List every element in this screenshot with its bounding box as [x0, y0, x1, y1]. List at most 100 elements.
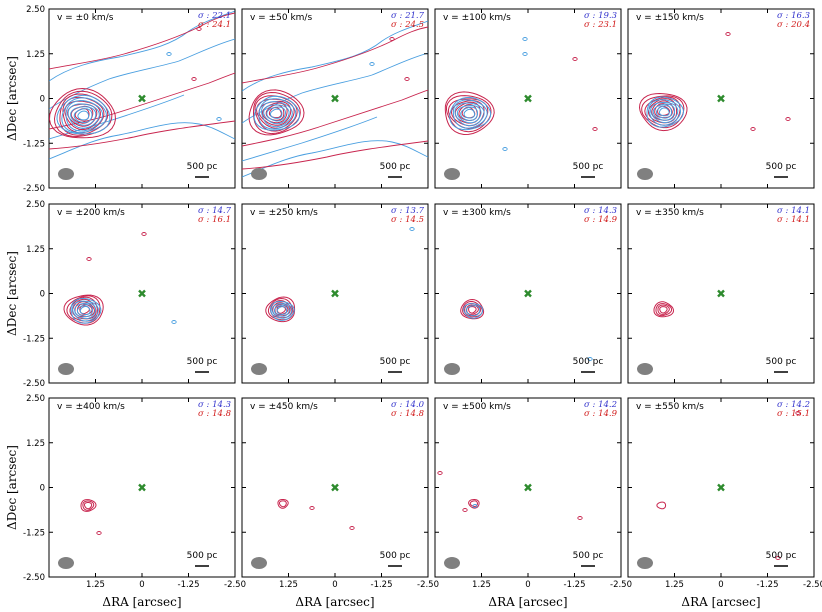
noise-contour: [592, 127, 598, 131]
scalebar-label: 500 pc: [380, 551, 411, 561]
blue-contour: [56, 94, 111, 135]
x-tick-label: 0: [525, 580, 530, 590]
contours: [49, 10, 235, 160]
contours: [265, 227, 415, 323]
red-diffuse-contour: [49, 72, 235, 130]
noise-contour: [96, 531, 102, 535]
red-diffuse-contour: [242, 140, 428, 170]
panel-5: 500 pc v = ±200 km/s σ : 14.7σ : 16.1 2.50 1…: [23, 200, 236, 389]
panel-1: 500 pc v = ±0 km/s σ : 22.1σ : 24.1 2.50 1.2…: [23, 5, 236, 194]
beam-ellipse: [58, 363, 74, 375]
beam-ellipse: [58, 168, 74, 180]
noise-contour: [522, 37, 528, 41]
x-tick-label: 1.25: [665, 580, 684, 590]
y-tick-label: -1.25: [23, 528, 45, 538]
noise-contour: [750, 127, 756, 131]
y-tick-label: 0: [40, 290, 45, 300]
contours: [63, 232, 177, 326]
blue-contour: [648, 99, 682, 126]
noise-contour: [775, 556, 781, 560]
blue-contour: [460, 106, 478, 121]
x-tick-label: -2.50: [417, 580, 439, 590]
beam-ellipse: [637, 557, 653, 569]
panel-title: v = ±450 km/s: [250, 402, 318, 412]
panel-8: 500 pc v = ±350 km/s σ : 14.1σ : 14.1: [627, 203, 815, 384]
beam-ellipse: [251, 557, 267, 569]
panel-10: 500 pc v = ±450 km/s σ : 14.0σ : 14.8 1.25 0…: [241, 397, 439, 590]
scalebar-label: 500 pc: [187, 551, 218, 561]
blue-diffuse-contour: [49, 10, 235, 82]
red-contour: [659, 306, 668, 314]
sigma-red-label: σ : 24.5: [391, 20, 424, 30]
x-tick-label: 0: [332, 580, 337, 590]
scalebar-label: 500 pc: [766, 551, 797, 561]
x-axis-label: ΔRA [arcsec]: [488, 595, 567, 609]
blue-contour: [646, 96, 685, 128]
y-tick-label: 0: [40, 484, 45, 494]
blue-contour: [70, 106, 97, 126]
blue-contour: [65, 99, 104, 132]
red-contour: [641, 95, 685, 129]
x-tick-label: -1.25: [371, 580, 393, 590]
y-tick-label: -2.50: [23, 573, 45, 583]
center-marker: [717, 94, 725, 103]
panel-2: 500 pc v = ±50 km/s σ : 21.7σ : 24.5: [241, 8, 429, 189]
noise-contour: [196, 27, 202, 31]
blue-contour: [70, 297, 102, 324]
x-tick-label: -2.50: [803, 580, 822, 590]
y-tick-label: 2.50: [26, 200, 45, 210]
blue-contour: [452, 99, 488, 129]
panel-title: v = ±200 km/s: [57, 208, 125, 218]
panel-12: 500 pc v = ±550 km/s σ : 14.2σ : 15.1 1.25 0…: [627, 397, 822, 590]
red-contour: [460, 298, 485, 320]
sigma-blue-label: σ : 16.3: [777, 11, 810, 21]
beam-ellipse: [444, 168, 460, 180]
red-contour: [277, 499, 289, 509]
beam-ellipse: [444, 363, 460, 375]
red-contour: [644, 96, 681, 126]
red-diffuse-contour: [49, 12, 235, 70]
y-tick-label: -2.50: [23, 379, 45, 389]
red-contour: [656, 501, 667, 510]
y-tick-label: 0: [40, 95, 45, 105]
red-contour: [657, 304, 670, 315]
red-contour: [265, 104, 285, 121]
y-axis-label: ΔDec [arcsec]: [5, 56, 19, 141]
panel-title: v = ±500 km/s: [443, 402, 511, 412]
red-contour: [252, 91, 301, 135]
y-axis-label: ΔDec [arcsec]: [5, 445, 19, 530]
blue-diffuse-contour: [49, 122, 235, 160]
center-marker: [717, 483, 725, 492]
red-contour: [83, 502, 93, 510]
blue-contour: [463, 108, 476, 119]
sigma-red-label: σ : 15.1: [777, 409, 810, 419]
noise-contour: [577, 516, 583, 520]
noise-contour: [472, 504, 478, 508]
blue-contour: [253, 95, 301, 131]
noise-contour: [349, 526, 355, 530]
sigma-blue-label: σ : 14.0: [391, 400, 425, 410]
blue-contour: [61, 97, 108, 134]
noise-contour: [522, 52, 528, 56]
blue-contour: [650, 102, 679, 124]
sigma-red-label: σ : 16.1: [198, 215, 231, 225]
x-tick-label: 1.25: [86, 580, 105, 590]
sigma-red-label: σ : 24.1: [198, 20, 231, 30]
noise-contour: [216, 117, 222, 121]
contours: [444, 37, 598, 151]
y-tick-label: 1.25: [26, 439, 45, 449]
noise-contour: [171, 320, 177, 324]
blue-contour: [71, 300, 99, 322]
y-tick-label: 2.50: [26, 394, 45, 404]
blue-diffuse-contour: [242, 116, 378, 162]
blue-contour: [454, 102, 485, 127]
red-contour: [66, 295, 101, 324]
sigma-red-label: σ : 14.1: [777, 215, 810, 225]
y-tick-label: -1.25: [23, 334, 45, 344]
blue-contour: [652, 103, 676, 121]
panel-title: v = ±0 km/s: [57, 13, 114, 23]
noise-contour: [309, 506, 315, 510]
beam-ellipse: [444, 557, 460, 569]
blue-contour: [73, 108, 93, 123]
sigma-blue-label: σ : 14.2: [777, 400, 810, 410]
